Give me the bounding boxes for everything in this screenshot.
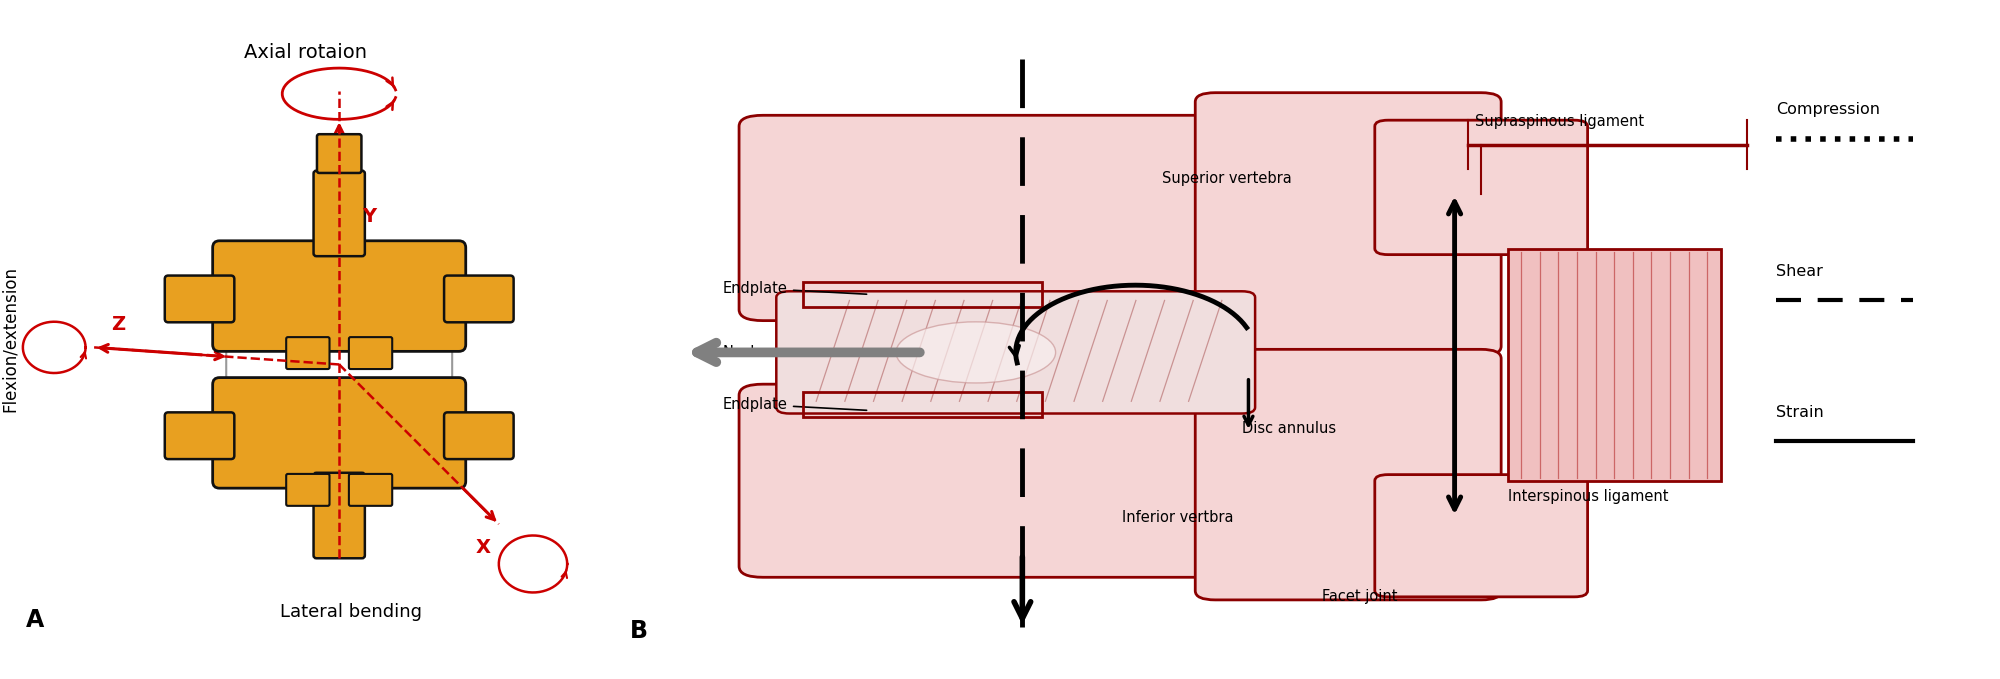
- Bar: [1508, 249, 1720, 481]
- Text: Compression: Compression: [1776, 102, 1880, 117]
- Ellipse shape: [896, 322, 1056, 383]
- FancyBboxPatch shape: [740, 384, 1292, 577]
- FancyBboxPatch shape: [1196, 92, 1502, 355]
- FancyBboxPatch shape: [348, 337, 392, 369]
- FancyBboxPatch shape: [444, 276, 514, 323]
- FancyBboxPatch shape: [776, 291, 1256, 414]
- Text: Axial rotaion: Axial rotaion: [244, 43, 366, 62]
- FancyBboxPatch shape: [314, 170, 364, 256]
- Text: Z: Z: [112, 315, 126, 334]
- Text: Inferior vertbra: Inferior vertbra: [1122, 510, 1234, 525]
- FancyBboxPatch shape: [740, 115, 1292, 320]
- Text: Endplate: Endplate: [724, 397, 866, 412]
- FancyBboxPatch shape: [1374, 120, 1588, 255]
- Bar: [802, 282, 1042, 307]
- Text: Nucleus: Nucleus: [724, 345, 906, 360]
- FancyBboxPatch shape: [212, 378, 466, 488]
- Text: B: B: [630, 619, 648, 642]
- Text: Lateral bending: Lateral bending: [280, 603, 422, 621]
- Text: X: X: [476, 538, 490, 557]
- FancyBboxPatch shape: [164, 276, 234, 323]
- Bar: [802, 392, 1042, 416]
- Text: Flexion/extension: Flexion/extension: [0, 266, 20, 413]
- Text: Endplate: Endplate: [724, 280, 866, 296]
- FancyBboxPatch shape: [226, 340, 452, 389]
- Text: Strain: Strain: [1776, 405, 1824, 420]
- FancyBboxPatch shape: [286, 337, 330, 369]
- Text: Disc annulus: Disc annulus: [1242, 421, 1336, 437]
- Text: Supraspinous ligament: Supraspinous ligament: [1474, 114, 1644, 130]
- FancyBboxPatch shape: [316, 134, 362, 173]
- FancyBboxPatch shape: [286, 474, 330, 506]
- Text: Y: Y: [362, 207, 376, 226]
- FancyBboxPatch shape: [1196, 349, 1502, 600]
- Text: A: A: [26, 608, 44, 632]
- Text: Facet joint: Facet joint: [1322, 589, 1398, 604]
- FancyBboxPatch shape: [1374, 475, 1588, 597]
- Text: Interspinous ligament: Interspinous ligament: [1508, 488, 1668, 504]
- FancyBboxPatch shape: [212, 241, 466, 351]
- FancyBboxPatch shape: [348, 474, 392, 506]
- FancyBboxPatch shape: [164, 412, 234, 459]
- FancyBboxPatch shape: [444, 412, 514, 459]
- FancyBboxPatch shape: [314, 473, 364, 558]
- Text: Superior vertebra: Superior vertebra: [1162, 170, 1292, 186]
- Text: Shear: Shear: [1776, 264, 1824, 279]
